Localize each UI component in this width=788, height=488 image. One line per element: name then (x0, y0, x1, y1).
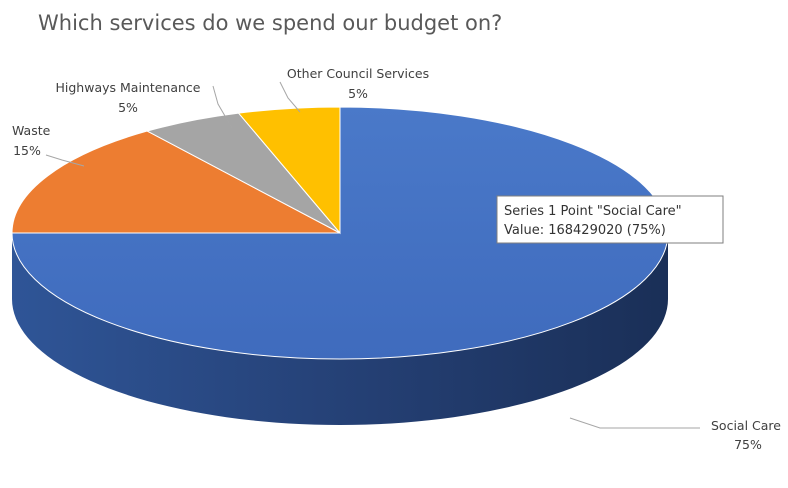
value-waste: 15% (13, 143, 41, 158)
chart-title: Which services do we spend our budget on… (38, 11, 502, 35)
tooltip-line-1: Series 1 Point "Social Care" (504, 204, 682, 219)
pie-slice-social-care[interactable] (11, 106, 669, 360)
label-social-care: Social Care (711, 418, 781, 433)
label-waste: Waste (12, 123, 51, 138)
leader-line-highways-maintenance (212, 85, 233, 129)
value-highways-maintenance: 5% (118, 100, 138, 115)
leader-line-social-care (569, 417, 700, 429)
leader-line-other-council-services (279, 81, 301, 113)
value-social-care: 75% (734, 437, 762, 452)
pie-slice-waste[interactable] (11, 130, 341, 234)
tooltip: Series 1 Point "Social Care" Value: 1684… (496, 195, 724, 244)
tooltip-box (496, 195, 724, 244)
pie-side-social-care (12, 233, 668, 425)
pie-slice-other-council-services[interactable] (237, 106, 341, 235)
tooltip-line-2: Value: 168429020 (75%) (504, 223, 666, 238)
value-other-council-services: 5% (348, 86, 368, 101)
label-other-council-services: Other Council Services (287, 66, 429, 81)
label-highways-maintenance: Highways Maintenance (56, 80, 201, 95)
leader-line-waste (45, 154, 85, 167)
